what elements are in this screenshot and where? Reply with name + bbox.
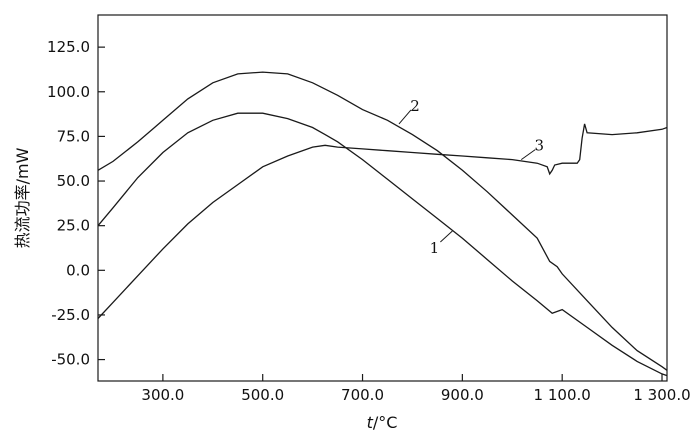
y-tick-label: -50.0 bbox=[51, 351, 90, 369]
y-tick-label: 50.0 bbox=[57, 172, 90, 190]
y-tick-label: 25.0 bbox=[57, 217, 90, 235]
series-3-line bbox=[97, 123, 668, 319]
x-axis-unit: /°C bbox=[373, 413, 398, 432]
curves-layer bbox=[97, 71, 668, 377]
x-tick-label: 700.0 bbox=[341, 386, 384, 404]
y-tick-label: -25.0 bbox=[51, 306, 90, 324]
x-axis-title: t/°C bbox=[367, 413, 398, 432]
ticks-layer: 300.0 500.0 700.0 900.0 1 100.0 1 300.0 -50.0 -… bbox=[47, 38, 691, 404]
series-1-label: 1 bbox=[430, 239, 440, 257]
series-2-leader bbox=[398, 109, 412, 125]
x-tick-label: 300.0 bbox=[141, 386, 184, 404]
y-tick-label: 100.0 bbox=[47, 83, 90, 101]
y-axis-title: 热流功率/mW bbox=[13, 147, 32, 248]
series-2-line bbox=[97, 71, 668, 371]
plot-frame bbox=[97, 14, 668, 382]
series-1-leader bbox=[440, 230, 453, 243]
x-tick-label: 1 100.0 bbox=[534, 386, 591, 404]
series-labels-layer: 1 2 3 bbox=[398, 97, 544, 257]
series-1-line bbox=[97, 112, 668, 377]
y-tick-label: 125.0 bbox=[47, 38, 90, 56]
y-tick-label: 0.0 bbox=[66, 261, 90, 279]
x-tick-label: 900.0 bbox=[441, 386, 484, 404]
series-2-label: 2 bbox=[410, 97, 420, 115]
series-3-leader bbox=[520, 149, 536, 161]
series-3-label: 3 bbox=[534, 137, 544, 155]
y-tick-label: 75.0 bbox=[57, 127, 90, 145]
x-axis-variable: t bbox=[367, 413, 374, 432]
x-tick-label: 500.0 bbox=[241, 386, 284, 404]
x-tick-label: 1 300.0 bbox=[633, 386, 690, 404]
